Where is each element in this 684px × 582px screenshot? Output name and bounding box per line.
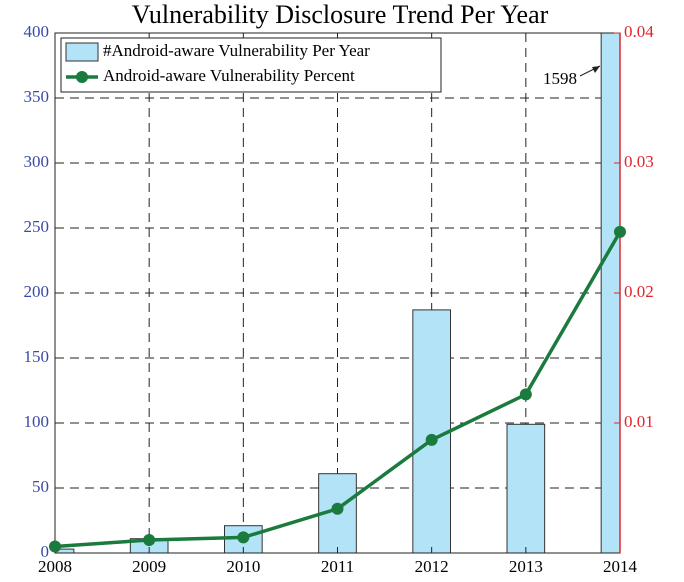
data-label: 1598 <box>543 69 577 88</box>
point <box>614 225 626 238</box>
x-tick-label: 2012 <box>415 557 449 576</box>
y2-tick-label: 0.04 <box>624 22 654 41</box>
grid <box>55 33 620 553</box>
y-tick-label: 350 <box>24 87 50 106</box>
point <box>237 531 250 544</box>
y2-tick-label: 0.01 <box>624 412 654 431</box>
y2-tick-label: 0.03 <box>624 152 654 171</box>
chart-title: Vulnerability Disclosure Trend Per Year <box>132 0 549 29</box>
y-tick-label: 0 <box>41 542 50 561</box>
x-tick-label: 2014 <box>603 557 638 576</box>
legend-label: Android-aware Vulnerability Percent <box>103 66 355 85</box>
x-tick-label: 2008 <box>38 557 72 576</box>
y-tick-label: 200 <box>24 282 50 301</box>
legend-marker <box>76 71 88 83</box>
y-tick-label: 150 <box>24 347 50 366</box>
bar <box>412 309 452 553</box>
arrow-head <box>592 66 600 73</box>
overlay: 0 50 100 150 200 250 300 350 400 2008 2009 2010 2011… <box>24 22 655 576</box>
point <box>331 502 344 515</box>
y-tick-label: 400 <box>24 22 50 41</box>
y-tick-label: 100 <box>24 412 50 431</box>
bar <box>506 423 546 553</box>
point <box>49 540 61 553</box>
point <box>425 433 438 446</box>
point <box>519 388 532 401</box>
x-tick-label: 2013 <box>509 557 543 576</box>
legend-box <box>60 37 442 93</box>
y-tick-label: 250 <box>24 217 50 236</box>
x-tick-label: 2011 <box>321 557 354 576</box>
legend-swatch <box>65 42 99 62</box>
x-tick-label: 2010 <box>226 557 260 576</box>
legend-label: #Android-aware Vulnerability Per Year <box>103 41 370 60</box>
y2-tick-label: 0.02 <box>624 282 654 301</box>
y-tick-label: 50 <box>32 477 49 496</box>
y-tick-label: 300 <box>24 152 50 171</box>
point <box>143 534 156 546</box>
x-tick-label: 2009 <box>132 557 166 576</box>
